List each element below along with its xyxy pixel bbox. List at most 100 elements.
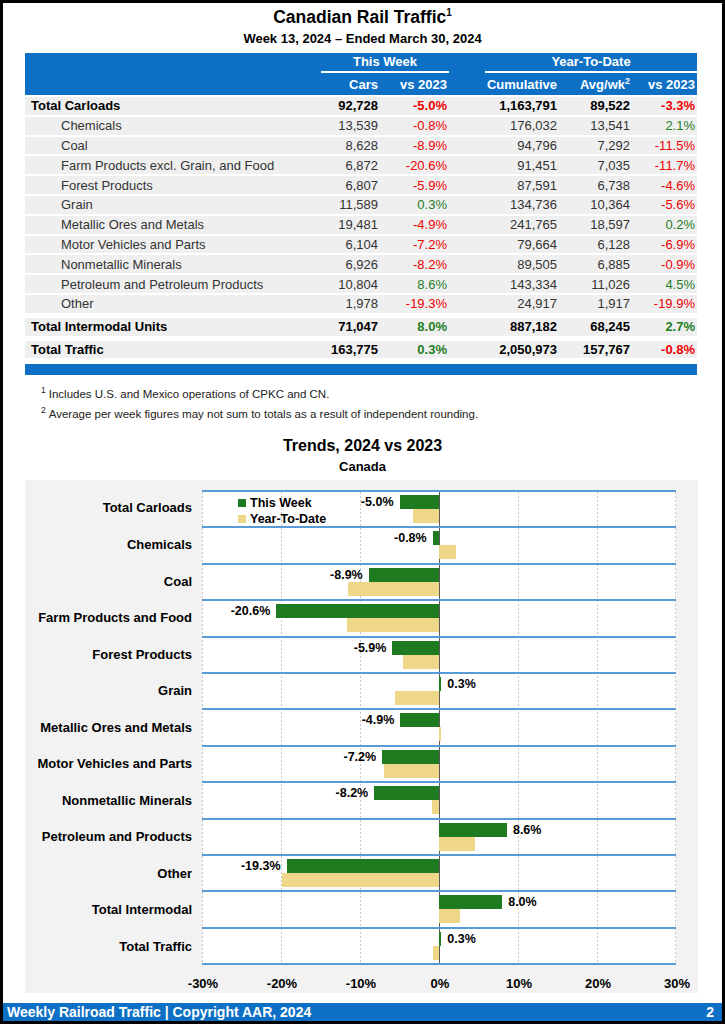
col-header-ytd-vs2023: vs 2023 [632, 73, 697, 97]
footer-page-number: 2 [706, 1004, 714, 1020]
cell-avg-wk: 89,522 [559, 97, 632, 117]
cell-cumulative: 89,505 [449, 255, 559, 275]
cell-label: Coal [25, 137, 300, 157]
cell-label: Other [25, 295, 300, 315]
year-to-date-bar [439, 545, 456, 559]
category-label: Motor Vehicles and Parts [25, 746, 192, 783]
header-spacer2 [25, 73, 300, 97]
cell-label: Petroleum and Petroleum Products [25, 275, 300, 295]
this-week-bar [439, 932, 441, 946]
bar-value-label: -0.8% [394, 532, 427, 545]
year-to-date-bar [348, 582, 439, 596]
group-header-year-to-date: Year-To-Date [449, 53, 697, 73]
legend-swatch [238, 515, 246, 523]
cell-cars: 6,807 [300, 176, 380, 196]
cell-cumulative: 2,050,973 [449, 338, 559, 361]
cell-avg-wk: 11,026 [559, 275, 632, 295]
cell-cumulative: 79,664 [449, 236, 559, 256]
table-row: Metallic Ores and Metals19,481-4.9%241,7… [25, 216, 697, 236]
bar-value-label: -4.9% [362, 714, 395, 727]
chart-band: -8.2% [202, 783, 676, 819]
table-row: Petroleum and Petroleum Products10,8048.… [25, 275, 697, 295]
cell-cars-vs: -0.8% [380, 117, 449, 137]
legend-item: This Week [238, 495, 326, 511]
cell-avg-wk: 7,035 [559, 156, 632, 176]
cell-ytd-vs: -6.9% [632, 236, 697, 256]
title-footnote-ref: 1 [446, 7, 452, 18]
bar-value-label: 8.6% [513, 824, 542, 837]
year-to-date-bar [439, 909, 460, 923]
category-label: Nonmetallic Minerals [25, 782, 192, 819]
bar-value-label: -8.9% [330, 569, 363, 582]
table-row: Total Intermodal Units71,0478.0%887,1826… [25, 315, 697, 338]
cell-ytd-vs: -19.9% [632, 295, 697, 315]
this-week-bar [439, 823, 507, 837]
year-to-date-bar [432, 800, 439, 814]
cell-label: Total Intermodal Units [25, 315, 300, 338]
blue-divider [25, 364, 697, 375]
report-page: Canadian Rail Traffic1 Week 13, 2024 – E… [0, 0, 725, 1024]
cell-cars-vs: -7.2% [380, 236, 449, 256]
cell-cars-vs: 8.6% [380, 275, 449, 295]
cell-cars-vs: 8.0% [380, 315, 449, 338]
cell-cars: 10,804 [300, 275, 380, 295]
chart-band: 8.0% [202, 892, 676, 928]
chart-band: -5.0% This WeekYear-To-Date [202, 492, 676, 528]
year-to-date-bar [403, 655, 439, 669]
year-to-date-bar [282, 873, 439, 887]
table-row: Other1,978-19.3%24,9171,917-19.9% [25, 295, 697, 315]
chart-band: 0.3% [202, 929, 676, 963]
cell-ytd-vs: -3.3% [632, 97, 697, 117]
legend-swatch [238, 499, 246, 507]
this-week-bar [287, 859, 439, 873]
bar-value-label: 0.3% [447, 678, 476, 691]
cell-cars-vs: -5.9% [380, 176, 449, 196]
table-row: Farm Products excl. Grain, and Food6,872… [25, 156, 697, 176]
legend-item: Year-To-Date [238, 511, 326, 527]
legend-label: This Week [250, 496, 312, 510]
chart-band: -19.3% [202, 856, 676, 892]
cell-cars-vs: -8.9% [380, 137, 449, 157]
table-row: Total Traffic163,7750.3%2,050,973157,767… [25, 338, 697, 361]
chart-band: -8.9% [202, 565, 676, 601]
cell-cars-vs: -19.3% [380, 295, 449, 315]
cell-avg-wk: 6,128 [559, 236, 632, 256]
traffic-table-body: Total Carloads92,728-5.0%1,163,79189,522… [25, 97, 697, 360]
cell-cars: 92,728 [300, 97, 380, 117]
bar-value-label: -20.6% [231, 605, 271, 618]
cell-cars: 8,628 [300, 137, 380, 157]
this-week-bar [439, 677, 441, 691]
footer-bar: Weekly Railroad Traffic | Copyright AAR,… [3, 1003, 722, 1021]
cell-cars: 6,872 [300, 156, 380, 176]
page-subtitle: Week 13, 2024 – Ended March 30, 2024 [3, 31, 722, 46]
footnote-1: 1Includes U.S. and Mexico operations of … [41, 385, 722, 400]
this-week-bar [400, 713, 439, 727]
cell-cumulative: 91,451 [449, 156, 559, 176]
this-week-bar [276, 604, 439, 618]
table-row: Chemicals13,539-0.8%176,03213,5412.1% [25, 117, 697, 137]
col-header-cumulative: Cumulative [449, 73, 559, 97]
cell-ytd-vs: -0.8% [632, 338, 697, 361]
x-tick-label: -30% [171, 976, 235, 991]
year-to-date-bar [433, 946, 439, 960]
traffic-table: This Week Year-To-Date Cars vs 2023 Cumu… [25, 53, 697, 360]
cell-cars-vs: 0.3% [380, 338, 449, 361]
table-row: Motor Vehicles and Parts6,104-7.2%79,664… [25, 236, 697, 256]
cell-cumulative: 176,032 [449, 117, 559, 137]
cell-cars: 11,589 [300, 196, 380, 216]
cell-cars-vs: 0.3% [380, 196, 449, 216]
table-row: Total Carloads92,728-5.0%1,163,79189,522… [25, 97, 697, 117]
bar-value-label: 0.3% [447, 933, 476, 946]
this-week-bar [433, 531, 439, 545]
cell-cars: 13,539 [300, 117, 380, 137]
chart-band: 8.6% [202, 820, 676, 856]
cell-label: Total Traffic [25, 338, 300, 361]
cell-ytd-vs: 4.5% [632, 275, 697, 295]
cell-cumulative: 143,334 [449, 275, 559, 295]
this-week-bar [382, 750, 439, 764]
cell-cumulative: 94,796 [449, 137, 559, 157]
cell-cars: 6,926 [300, 255, 380, 275]
bar-value-label: -5.0% [361, 496, 394, 509]
cell-cars-vs: -5.0% [380, 97, 449, 117]
x-tick-label: 30% [645, 976, 709, 991]
